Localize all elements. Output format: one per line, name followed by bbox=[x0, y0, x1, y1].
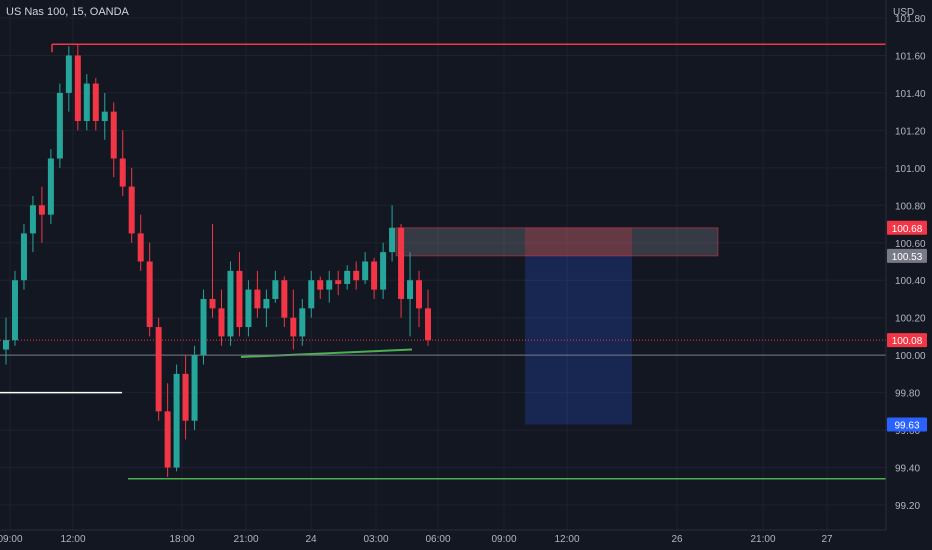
candle-body bbox=[29, 205, 36, 234]
candle-body bbox=[308, 280, 315, 309]
candle-body bbox=[281, 280, 288, 318]
candle-body bbox=[254, 289, 261, 309]
y-tick-label: 99.80 bbox=[895, 389, 920, 400]
x-tick-label: 09:00 bbox=[0, 534, 23, 545]
candle-body bbox=[389, 227, 396, 253]
y-tick-label: 100.60 bbox=[895, 239, 926, 250]
candle-body bbox=[299, 308, 306, 337]
y-tick-label: 101.20 bbox=[895, 126, 926, 137]
candle-body bbox=[47, 158, 54, 215]
candle-body bbox=[110, 111, 117, 159]
candle-body bbox=[317, 280, 324, 290]
x-tick-label: 12:00 bbox=[60, 534, 85, 545]
target-price-label: 99.63 bbox=[894, 420, 919, 431]
candle-body bbox=[92, 83, 99, 122]
candle-body bbox=[119, 158, 126, 187]
entry-zone bbox=[396, 227, 718, 256]
x-tick-label: 21:00 bbox=[750, 534, 775, 545]
x-tick-label: 21:00 bbox=[233, 534, 258, 545]
candle-body bbox=[191, 355, 198, 421]
candle-body bbox=[290, 317, 297, 337]
candle-body bbox=[416, 280, 423, 309]
stop-price-label-bg bbox=[887, 220, 927, 235]
candle-body bbox=[362, 261, 369, 281]
candle-body bbox=[407, 280, 414, 299]
entry-zone-border bbox=[395, 227, 719, 257]
candle-body bbox=[74, 55, 81, 122]
candle-body bbox=[380, 252, 387, 290]
candle-body bbox=[38, 205, 45, 215]
target-zone bbox=[525, 255, 632, 425]
x-tick-label: 27 bbox=[821, 534, 833, 545]
candle-body bbox=[56, 92, 63, 159]
levels bbox=[0, 43, 886, 480]
support-mid-line bbox=[240, 348, 413, 359]
y-tick-label: 100.40 bbox=[895, 276, 926, 287]
x-tick-label: 26 bbox=[671, 534, 683, 545]
entry-price-label: 100.53 bbox=[892, 252, 923, 263]
y-tick-label: 100.20 bbox=[895, 314, 926, 325]
candle-body bbox=[344, 270, 351, 284]
candle-body bbox=[155, 327, 162, 412]
entry-price-label-bg bbox=[887, 248, 927, 263]
candle-body bbox=[164, 411, 171, 468]
y-tick-label: 99.40 bbox=[895, 464, 920, 475]
candles bbox=[3, 44, 431, 477]
x-tick-label: 03:00 bbox=[363, 534, 388, 545]
chart-title: US Nas 100, 15, OANDA bbox=[6, 6, 129, 18]
target-price-label-bg bbox=[887, 417, 927, 432]
candle-body bbox=[227, 270, 234, 337]
x-tick-label: 12:00 bbox=[554, 534, 579, 545]
candle-body bbox=[326, 280, 333, 290]
candle-body bbox=[245, 289, 252, 328]
x-tick-label: 18:00 bbox=[169, 534, 194, 545]
y-tick-label: 101.40 bbox=[895, 89, 926, 100]
candle-body bbox=[83, 83, 90, 122]
candle-body bbox=[128, 186, 135, 234]
y-tick-label: 101.00 bbox=[895, 164, 926, 175]
candle-body bbox=[173, 373, 180, 468]
candle-body bbox=[182, 373, 189, 421]
time-axis: 09:00 12:00 18:00 21:00 24 03:00 06:00 09:00 12:… bbox=[0, 529, 886, 545]
candle-body bbox=[20, 233, 27, 281]
candle-body bbox=[335, 280, 342, 284]
candle-body bbox=[425, 308, 431, 341]
candle-body bbox=[137, 233, 144, 262]
y-tick-label: 101.80 bbox=[895, 14, 926, 25]
y-tick-label: 99.20 bbox=[895, 501, 920, 512]
y-tick-label: 100.80 bbox=[895, 201, 926, 212]
stop-zone bbox=[525, 227, 632, 256]
candle-body bbox=[200, 298, 207, 356]
candle-body bbox=[101, 111, 108, 122]
y-tick-label: 101.60 bbox=[895, 51, 926, 62]
stop-price-label: 100.68 bbox=[892, 224, 923, 235]
current-price-label: 100.08 bbox=[892, 336, 923, 347]
candle-body bbox=[218, 308, 225, 337]
grid bbox=[0, 0, 886, 530]
x-tick-label: 06:00 bbox=[425, 534, 450, 545]
x-tick-label: 09:00 bbox=[491, 534, 516, 545]
candle-body bbox=[209, 298, 216, 309]
candle-body bbox=[11, 280, 18, 341]
y-tick-label: 100.00 bbox=[895, 351, 926, 362]
x-tick-label: 24 bbox=[305, 534, 317, 545]
candle-body bbox=[398, 227, 405, 299]
candle-body bbox=[65, 55, 72, 93]
candle-body bbox=[353, 270, 360, 281]
candle-body bbox=[263, 298, 270, 309]
candle-body bbox=[371, 261, 378, 290]
candle-body bbox=[272, 280, 279, 299]
candle-body bbox=[146, 261, 153, 328]
candle-body bbox=[236, 270, 243, 328]
trade-zones bbox=[395, 227, 719, 425]
currency-label: USD bbox=[893, 7, 914, 18]
current-price-label-bg bbox=[887, 333, 927, 348]
y-tick-label: 99.60 bbox=[895, 426, 920, 437]
candle-body bbox=[3, 340, 9, 350]
